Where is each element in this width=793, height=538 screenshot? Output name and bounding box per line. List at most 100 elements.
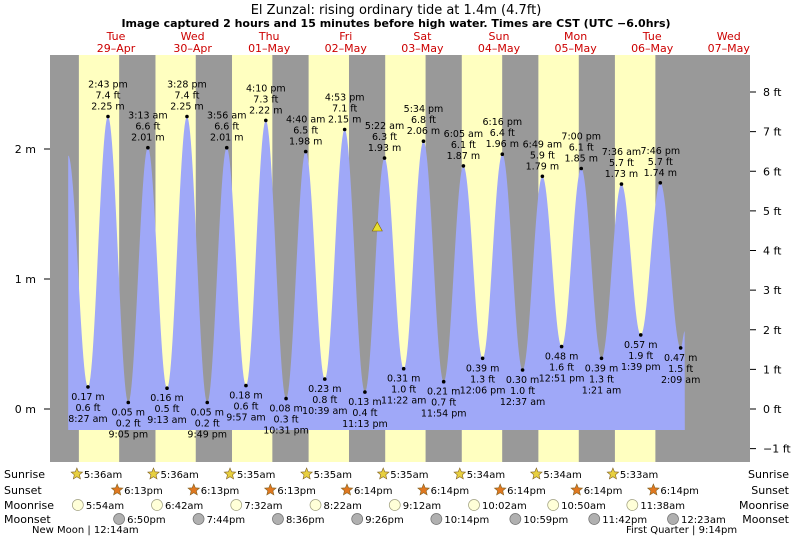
- tide-m-label: 0.21 m: [427, 387, 460, 398]
- tide-ft-label: 6.1 ft: [569, 143, 594, 154]
- moonset-time: 10:59pm: [523, 515, 568, 526]
- tide-ft-label: 6.5 ft: [293, 126, 318, 137]
- tide-time-label: 6:05 am: [444, 129, 483, 140]
- tide-time-label: 6:16 pm: [482, 117, 522, 128]
- tide-m-label: 1.85 m: [565, 154, 598, 165]
- tide-m-label: 0.48 m: [545, 352, 578, 363]
- moonrise-icon: [388, 499, 401, 511]
- tide-ft-label: 6.3 ft: [372, 132, 397, 143]
- tide-time-label: 12:06 pm: [460, 385, 506, 396]
- tide-time-label: 10:31 pm: [263, 426, 309, 437]
- sunset-icon: [646, 483, 660, 496]
- tide-point: [126, 400, 131, 405]
- moonset-icon: [192, 513, 205, 525]
- tide-ft-label: 6.6 ft: [214, 122, 239, 133]
- tide-time-label: 11:13 pm: [342, 419, 388, 430]
- tide-time-label: 7:36 am: [602, 147, 641, 158]
- sunrise-time: 5:36am: [160, 470, 198, 481]
- tide-curve: [68, 116, 685, 430]
- moonset-icon: [430, 513, 443, 525]
- moonrise-icon: [626, 499, 639, 511]
- moonrise-icon: [151, 499, 163, 511]
- tide-m-label: 2.01 m: [131, 133, 164, 144]
- moonrise-time: 6:42am: [165, 501, 203, 512]
- tide-m-label: 0.39 m: [585, 363, 618, 374]
- moonset-time: 9:26pm: [365, 515, 404, 526]
- tide-point: [244, 383, 248, 388]
- moonrise-time: 7:32am: [244, 501, 282, 512]
- tide-time-label: 2:09 am: [661, 375, 700, 386]
- row-label-left: Sunset: [4, 484, 42, 497]
- tide-time-label: 2:43 pm: [88, 80, 128, 91]
- astro-events: Sunrise Sunrise Sunset Sunset Moonrise Moonri…: [4, 467, 790, 536]
- tide-m-label: 2.15 m: [328, 115, 361, 126]
- tide-point: [480, 356, 485, 361]
- sunrise-time: 5:35am: [390, 470, 428, 481]
- tide-m-label: 0.05 m: [191, 408, 224, 419]
- day-header-date: 05–May: [554, 42, 597, 55]
- tide-point: [540, 174, 545, 179]
- tide-time-label: 1:21 am: [582, 385, 621, 396]
- sunset-icon: [417, 483, 431, 496]
- tide-labels: 0.17 m0.6 ft8:27 am2:43 pm7.4 ft2.25 m0.…: [68, 80, 700, 441]
- tide-m-label: 0.31 m: [387, 374, 420, 385]
- row-label-right: Moonset: [742, 513, 789, 526]
- tide-m-label: 0.17 m: [71, 392, 104, 403]
- tide-ft-label: 0.2 ft: [195, 419, 220, 430]
- tide-m-label: 1.93 m: [368, 143, 401, 154]
- tide-m-label: 0.30 m: [506, 375, 539, 386]
- tide-point: [441, 379, 446, 384]
- tide-ft-label: 0.4 ft: [352, 408, 377, 419]
- tide-time-label: 4:10 pm: [246, 83, 286, 94]
- right-tick-label: 6 ft: [763, 165, 782, 178]
- sunset-time: 6:14pm: [660, 486, 699, 497]
- day-header-dow: Mon: [564, 30, 587, 43]
- day-header-date: 30–Apr: [173, 42, 212, 55]
- moonrise-time: 11:38am: [640, 501, 685, 512]
- tide-ft-label: 6.1 ft: [451, 140, 476, 151]
- tide-m-label: 1.74 m: [644, 168, 677, 179]
- day-header-dow: Sun: [489, 30, 510, 43]
- sunset-icon: [263, 483, 277, 496]
- tide-m-label: 0.23 m: [308, 384, 341, 395]
- sunset-time: 6:14pm: [354, 486, 393, 497]
- tide-point: [146, 145, 150, 150]
- tide-ft-label: 0.6 ft: [233, 402, 258, 413]
- sunset-icon: [187, 483, 201, 496]
- row-label-left: Moonset: [4, 513, 51, 526]
- tide-m-label: 1.96 m: [486, 139, 519, 150]
- row-label-left: Moonrise: [4, 499, 54, 512]
- right-tick-label: 7 ft: [763, 126, 782, 139]
- tide-ft-label: 6.4 ft: [490, 128, 515, 139]
- sunrise-icon: [529, 467, 543, 480]
- right-tick-label: 0 ft: [763, 403, 782, 416]
- tide-point: [658, 181, 663, 185]
- tide-m-label: 1.98 m: [289, 137, 322, 148]
- tide-time-label: 9:05 pm: [108, 430, 148, 441]
- tide-time-label: 7:46 pm: [640, 146, 680, 157]
- tide-ft-label: 0.8 ft: [312, 395, 337, 406]
- tide-time-label: 12:37 am: [500, 397, 545, 408]
- moonset-time: 10:14pm: [444, 515, 489, 526]
- sunrise-time: 5:36am: [84, 470, 122, 481]
- tide-point: [619, 182, 624, 186]
- sunset-time: 6:13pm: [277, 486, 316, 497]
- tide-time-label: 9:13 am: [147, 415, 186, 426]
- tide-ft-label: 6.8 ft: [411, 115, 436, 126]
- tide-m-label: 1.79 m: [526, 161, 559, 172]
- moon-phase-first-quarter: First Quarter | 9:14pm: [626, 525, 737, 536]
- tide-ft-label: 7.1 ft: [332, 104, 357, 115]
- moonrise-time: 5:54am: [86, 501, 124, 512]
- tide-m-label: 0.57 m: [624, 340, 657, 351]
- tide-time-label: 5:34 pm: [404, 104, 444, 115]
- tide-ft-label: 1.3 ft: [470, 374, 495, 385]
- tide-ft-label: 1.5 ft: [668, 364, 693, 375]
- tide-time-label: 4:40 am: [286, 115, 325, 126]
- tide-m-label: 0.47 m: [664, 353, 697, 364]
- day-header-dow: Tue: [642, 30, 662, 43]
- tide-ft-label: 7.4 ft: [95, 91, 120, 102]
- tide-ft-label: 1.0 ft: [510, 386, 535, 397]
- tide-m-label: 0.13 m: [348, 397, 381, 408]
- tide-ft-label: 5.7 ft: [648, 157, 673, 168]
- tide-point: [264, 118, 268, 123]
